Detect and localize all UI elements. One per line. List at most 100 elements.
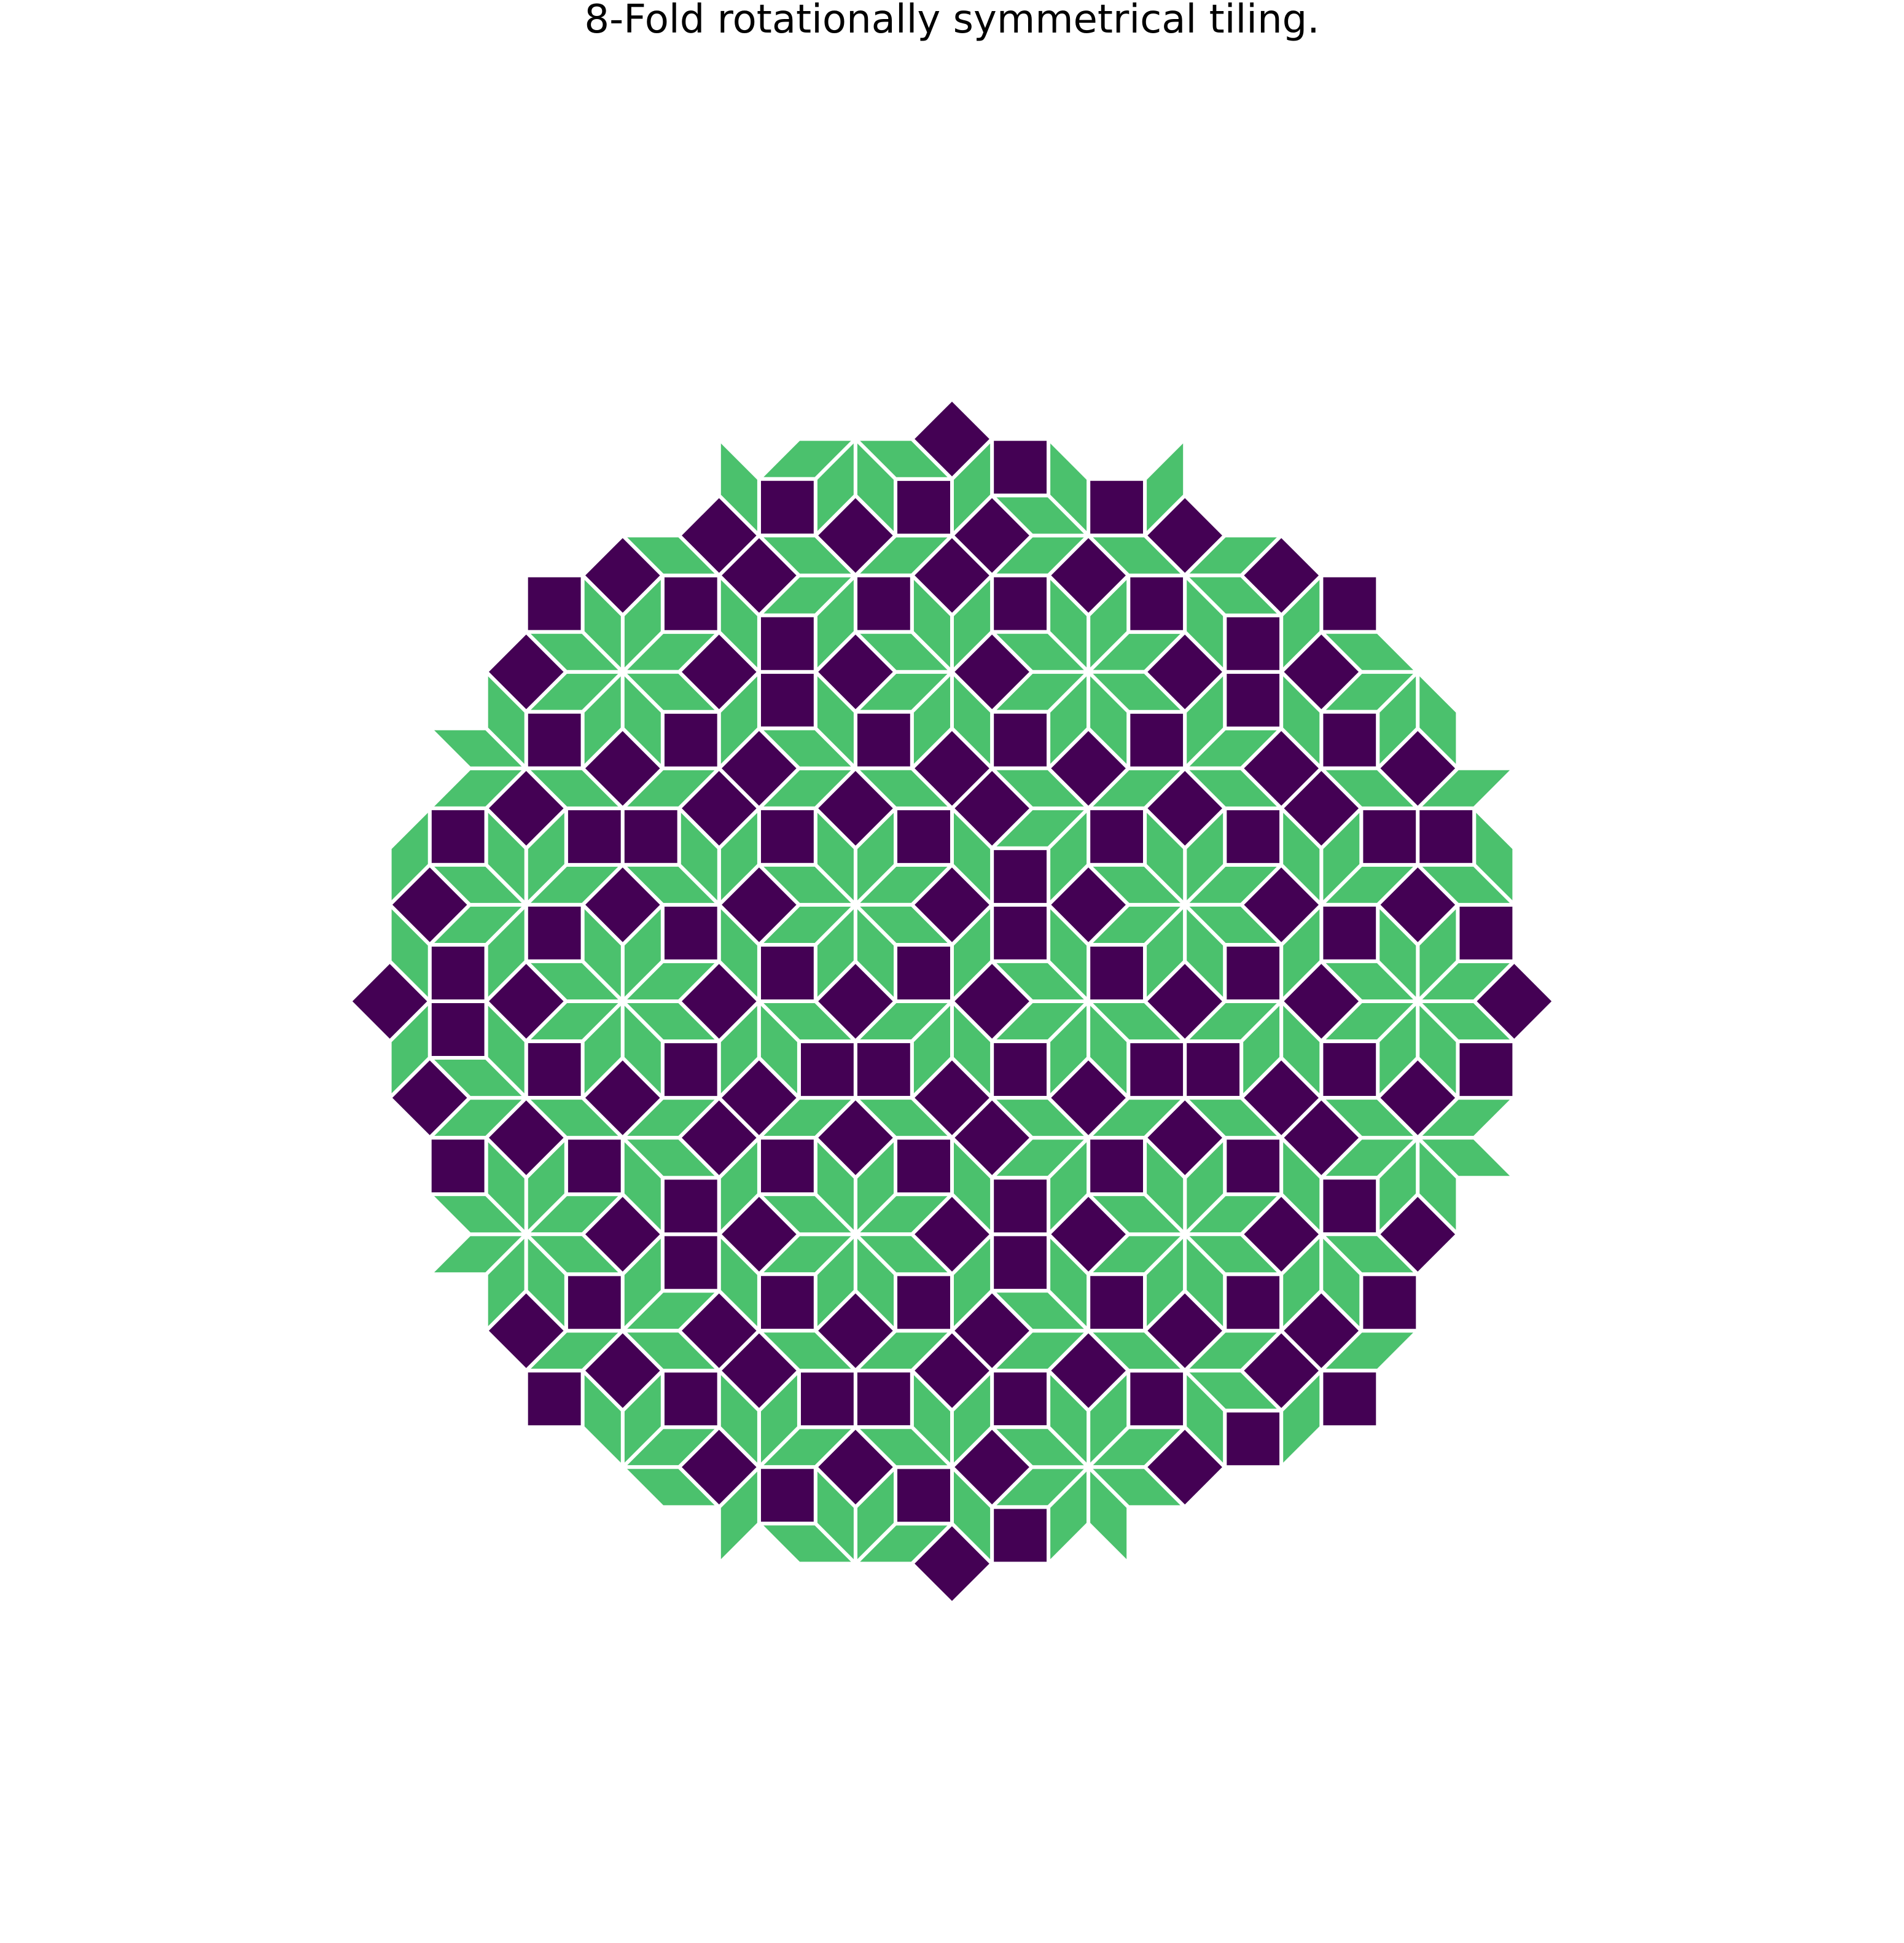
square-tile [524,1369,585,1429]
rhombus-tile [484,999,528,1100]
figure-title: 8-Fold rotationally symmetrical tiling. [584,0,1320,42]
rhombus-tile [580,573,625,674]
rhombus-tile [757,999,801,1100]
square-tile [990,437,1051,498]
rhombus-tile [1183,573,1227,674]
rhombus-tile [1376,902,1420,1003]
square-tile [564,1136,625,1197]
square-tile [853,1039,914,1100]
square-tile [620,806,681,867]
square-tile [990,1232,1051,1293]
square-tile [660,710,721,770]
square-tile [894,943,954,1003]
square-tile [910,397,994,481]
square-tile [660,1176,721,1237]
rhombus-tile [950,806,994,907]
rhombus-tile [1319,1232,1364,1333]
rhombus-tile [388,902,432,1003]
rhombus-tile [717,437,761,538]
rhombus-tile [1183,902,1227,1003]
rhombus-tile [813,670,857,770]
square-tile [757,1465,817,1526]
square-tile [990,1505,1051,1566]
rhombus-tile [717,902,761,1003]
square-tile [1087,1272,1147,1333]
square-tile [660,573,721,634]
rhombus-tile [1143,1136,1187,1237]
square-tile [853,710,914,770]
square-tile [1126,1369,1187,1429]
square-tile [427,1136,488,1197]
square-tile [853,573,914,634]
rhombus-tile [813,806,857,907]
square-tile [894,806,954,867]
square-tile [1087,1136,1147,1197]
rhombus-tile [1279,670,1324,770]
square-tile [990,1369,1051,1429]
square-tile [1223,943,1284,1003]
square-tile [990,902,1051,963]
square-tile [797,1369,857,1429]
rhombus-tile [717,573,761,674]
rhombus-tile [1279,806,1324,907]
square-tile [564,806,625,867]
square-tile [757,943,817,1003]
rhombus-tile [950,999,994,1100]
square-tile [1223,806,1284,867]
square-tile [797,1039,857,1100]
rhombus-tile [717,1232,761,1333]
rhombus-tile [1472,806,1516,907]
square-tile [427,806,488,867]
square-tile [524,573,585,634]
square-tile [757,613,817,674]
square-tile [950,1289,1034,1373]
square-tile [853,1369,914,1429]
square-tile [1126,1039,1187,1100]
square-tile [524,902,585,963]
square-tile [564,1272,625,1333]
rhombus-tile [950,1465,994,1566]
square-tile [894,1272,954,1333]
rhombus-tile [1416,1136,1460,1237]
square-tile [1416,806,1477,867]
rhombus-tile [580,902,625,1003]
square-tile [990,1039,1051,1100]
rhombus-tile [1087,999,1131,1100]
square-tile [894,1136,954,1197]
square-tile [660,1369,721,1429]
rhombus-tile [1047,573,1091,674]
rhombus-tile [484,670,528,770]
rhombus-tile [1047,1232,1091,1333]
square-tile [388,1056,472,1140]
rhombus-tile [853,1232,897,1333]
rhombus-tile [620,670,665,770]
rhombus-tile [853,437,897,538]
square-tile [1472,959,1556,1044]
square-tile [1126,710,1187,770]
rhombus-tile [524,1232,568,1333]
rhombus-tile [1416,670,1460,770]
square-tile [660,1232,721,1293]
square-tile [757,1136,817,1197]
square-tile [1223,1136,1284,1197]
rhombus-tile [1416,999,1460,1100]
rhombus-tile [1143,806,1187,907]
square-tile [894,477,954,538]
rhombus-tile [620,999,665,1100]
square-tile [757,1272,817,1333]
square-tile [1319,902,1380,963]
square-tile [1143,493,1227,577]
square-tile [427,999,488,1060]
square-tile [1456,1039,1516,1100]
rhombus-tile [717,1369,761,1469]
square-tile [990,1176,1051,1237]
rhombus-tile [1047,902,1091,1003]
square-tile [894,1465,954,1526]
square-tile [990,710,1051,770]
square-tile [427,943,488,1003]
square-tile [757,477,817,538]
rhombus-tile [910,573,954,674]
square-tile [757,806,817,867]
square-tile [1319,1176,1380,1237]
